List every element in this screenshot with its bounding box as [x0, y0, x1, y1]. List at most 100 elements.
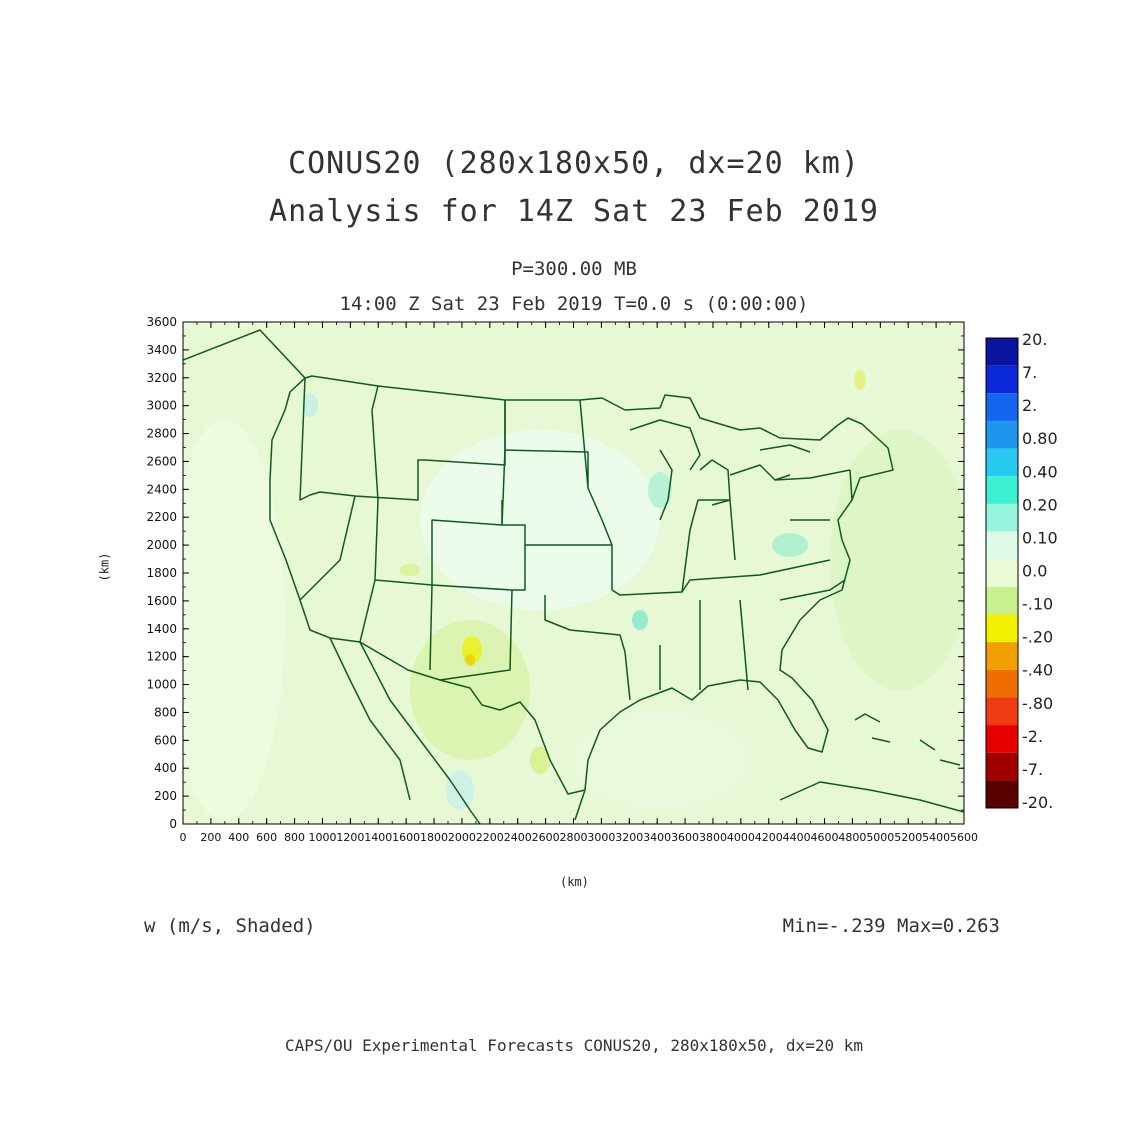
x-tick-label: 1400 — [364, 831, 392, 844]
colorbar-label: -.20 — [1022, 628, 1053, 647]
min-max-label: Min=-.239 Max=0.263 — [782, 915, 1000, 937]
x-tick-label: 4800 — [838, 831, 866, 844]
y-tick-label: 200 — [154, 789, 177, 803]
colorbar-swatch — [986, 586, 1018, 615]
x-tick-label: 5200 — [894, 831, 922, 844]
colorbar-label: -.40 — [1022, 661, 1053, 680]
map-panel: 0 200 400 600 800 1000 1200 1400 1600 1800 2000 220… — [146, 315, 978, 844]
y-tick-label: 1200 — [146, 650, 177, 664]
y-tick-label: 2000 — [146, 538, 177, 552]
colorbar-swatch — [986, 697, 1018, 726]
cuba — [779, 781, 964, 813]
pressure-level: P=300.00 MB — [511, 258, 637, 280]
x-tick-label: 4200 — [755, 831, 783, 844]
colorbar-swatch — [986, 780, 1018, 808]
x-tick-label: 5400 — [922, 831, 950, 844]
us-outline — [269, 375, 894, 795]
x-tick-label: 600 — [256, 831, 277, 844]
variable-label: w (m/s, Shaded) — [144, 915, 316, 937]
x-tick-label: 2400 — [504, 831, 532, 844]
state-lines-west — [299, 377, 513, 681]
x-tick-label: 2600 — [532, 831, 560, 844]
y-axis-ticks: 0 200 400 600 800 1000 1200 1400 1600 1800 2000 220… — [146, 315, 964, 831]
y-tick-label: 3600 — [146, 315, 177, 329]
colorbar-swatch — [986, 642, 1018, 670]
colorbar-swatch — [986, 338, 1018, 366]
updraft-blob-1 — [772, 533, 808, 557]
x-tick-label: 5000 — [866, 831, 894, 844]
colorbar: 20. 7. 2. 0.80 0.40 0.20 0.10 0.0 -.10 -.20 -.40 -.… — [985, 330, 1058, 812]
x-tick-label: 0 — [180, 831, 187, 844]
colorbar-swatch — [986, 614, 1018, 643]
y-tick-label: 2600 — [146, 454, 177, 468]
colorbar-swatch — [986, 365, 1018, 394]
colorbar-swatch — [986, 669, 1018, 698]
x-tick-label: 400 — [228, 831, 249, 844]
colorbar-label: -.80 — [1022, 694, 1053, 713]
colorbar-label: 0.80 — [1022, 429, 1058, 448]
colorbar-label: 20. — [1022, 330, 1047, 349]
updraft-blob-3 — [632, 610, 648, 630]
mexico-mainland — [359, 641, 481, 824]
colorbar-label: 2. — [1022, 396, 1037, 415]
colorbar-swatch — [986, 725, 1018, 753]
colorbar-label: -.10 — [1022, 595, 1053, 614]
political-boundaries — [183, 329, 964, 824]
y-tick-label: 3400 — [146, 343, 177, 357]
footer-credit: CAPS/OU Experimental Forecasts CONUS20, … — [285, 1036, 863, 1055]
colorbar-swatch — [986, 752, 1018, 781]
canada-border — [183, 329, 306, 379]
colorbar-label: 7. — [1022, 363, 1037, 382]
gulf-shade — [570, 710, 750, 810]
colorbar-swatch — [986, 531, 1018, 560]
colorbar-swatch — [986, 420, 1018, 449]
y-tick-label: 600 — [154, 733, 177, 747]
x-tick-label: 4400 — [783, 831, 811, 844]
island-coasts — [854, 713, 961, 766]
y-tick-label: 800 — [154, 705, 177, 719]
colorbar-swatch — [986, 448, 1018, 477]
updraft-blob-5 — [446, 770, 474, 810]
southwest-shade — [410, 620, 530, 760]
x-tick-label: 4000 — [727, 831, 755, 844]
chart-subtitle: Analysis for 14Z Sat 23 Feb 2019 — [269, 194, 879, 229]
x-tick-label: 1800 — [420, 831, 448, 844]
x-tick-label: 1000 — [308, 831, 336, 844]
colorbar-label: 0.40 — [1022, 462, 1058, 481]
x-tick-label: 2800 — [560, 831, 588, 844]
valid-time: 14:00 Z Sat 23 Feb 2019 T=0.0 s (0:00:00… — [339, 293, 809, 315]
y-tick-label: 3200 — [146, 371, 177, 385]
y-tick-label: 1000 — [146, 678, 177, 692]
state-lines-east — [624, 469, 853, 701]
updraft-blob-2 — [648, 472, 672, 508]
mexico-east-coast — [574, 789, 586, 821]
great-lakes — [629, 419, 811, 521]
x-tick-label: 3200 — [615, 831, 643, 844]
y-tick-label: 1600 — [146, 594, 177, 608]
ocean-shade-atlantic — [830, 430, 964, 690]
colorbar-frame — [985, 337, 1019, 809]
downdraft-blob-2 — [465, 654, 475, 666]
y-tick-label: 2800 — [146, 427, 177, 441]
x-tick-label: 3000 — [587, 831, 615, 844]
y-tick-label: 400 — [154, 761, 177, 775]
x-tick-label: 3600 — [671, 831, 699, 844]
plains-shade — [420, 430, 660, 610]
y-tick-label: 0 — [169, 817, 177, 831]
y-tick-label: 2200 — [146, 510, 177, 524]
colorbar-label: -2. — [1022, 727, 1043, 746]
colorbar-swatch — [986, 393, 1018, 421]
colorbar-label: -7. — [1022, 760, 1043, 779]
ocean-shade-west — [183, 420, 285, 820]
colorbar-label: -20. — [1022, 793, 1053, 812]
mexico-baja — [329, 637, 411, 801]
x-tick-label: 800 — [284, 831, 305, 844]
x-tick-label: 3800 — [699, 831, 727, 844]
colorbar-label: 0.10 — [1022, 528, 1058, 547]
y-tick-label: 2400 — [146, 482, 177, 496]
downdraft-blob-5 — [530, 746, 550, 774]
chart-title: CONUS20 (280x180x50, dx=20 km) — [288, 146, 860, 181]
x-tick-label: 1200 — [336, 831, 364, 844]
x-axis-label: (km) — [560, 875, 589, 889]
